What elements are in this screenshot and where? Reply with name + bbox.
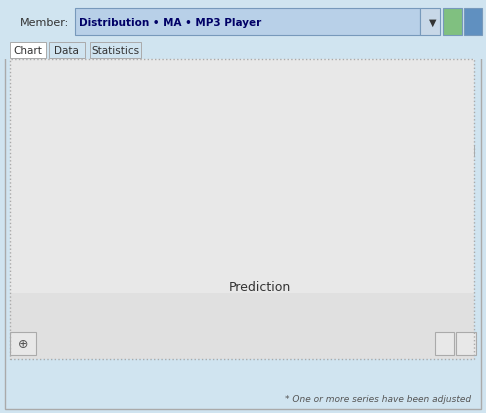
Text: Member:: Member:	[19, 18, 69, 28]
Text: Statistics: Statistics	[91, 46, 139, 56]
Text: Chart: Chart	[14, 46, 42, 56]
Text: Worst Case: 2.5%: Worst Case: 2.5%	[117, 331, 209, 341]
Bar	[174, 64, 343, 266]
Text: Distribution • MA • MP3 Player: Distribution • MA • MP3 Player	[79, 18, 261, 28]
Text: Actual (Working): Actual (Working)	[117, 311, 204, 321]
Text: Prediction [adjusted]: Prediction [adjusted]	[268, 311, 377, 321]
Text: ▼: ▼	[429, 18, 436, 28]
Text: ◁: ◁	[463, 143, 475, 158]
Text: Best Case: 97.5%: Best Case: 97.5%	[268, 331, 360, 341]
Text: ⊕: ⊕	[17, 337, 28, 351]
Text: * One or more series have been adjusted: * One or more series have been adjusted	[285, 394, 471, 403]
Text: Data: Data	[54, 46, 79, 56]
FancyBboxPatch shape	[83, 304, 384, 349]
Text: Prediction: Prediction	[229, 280, 291, 294]
Title: Distribution • MA • MP3 Player: Distribution • MA • MP3 Player	[138, 46, 380, 60]
